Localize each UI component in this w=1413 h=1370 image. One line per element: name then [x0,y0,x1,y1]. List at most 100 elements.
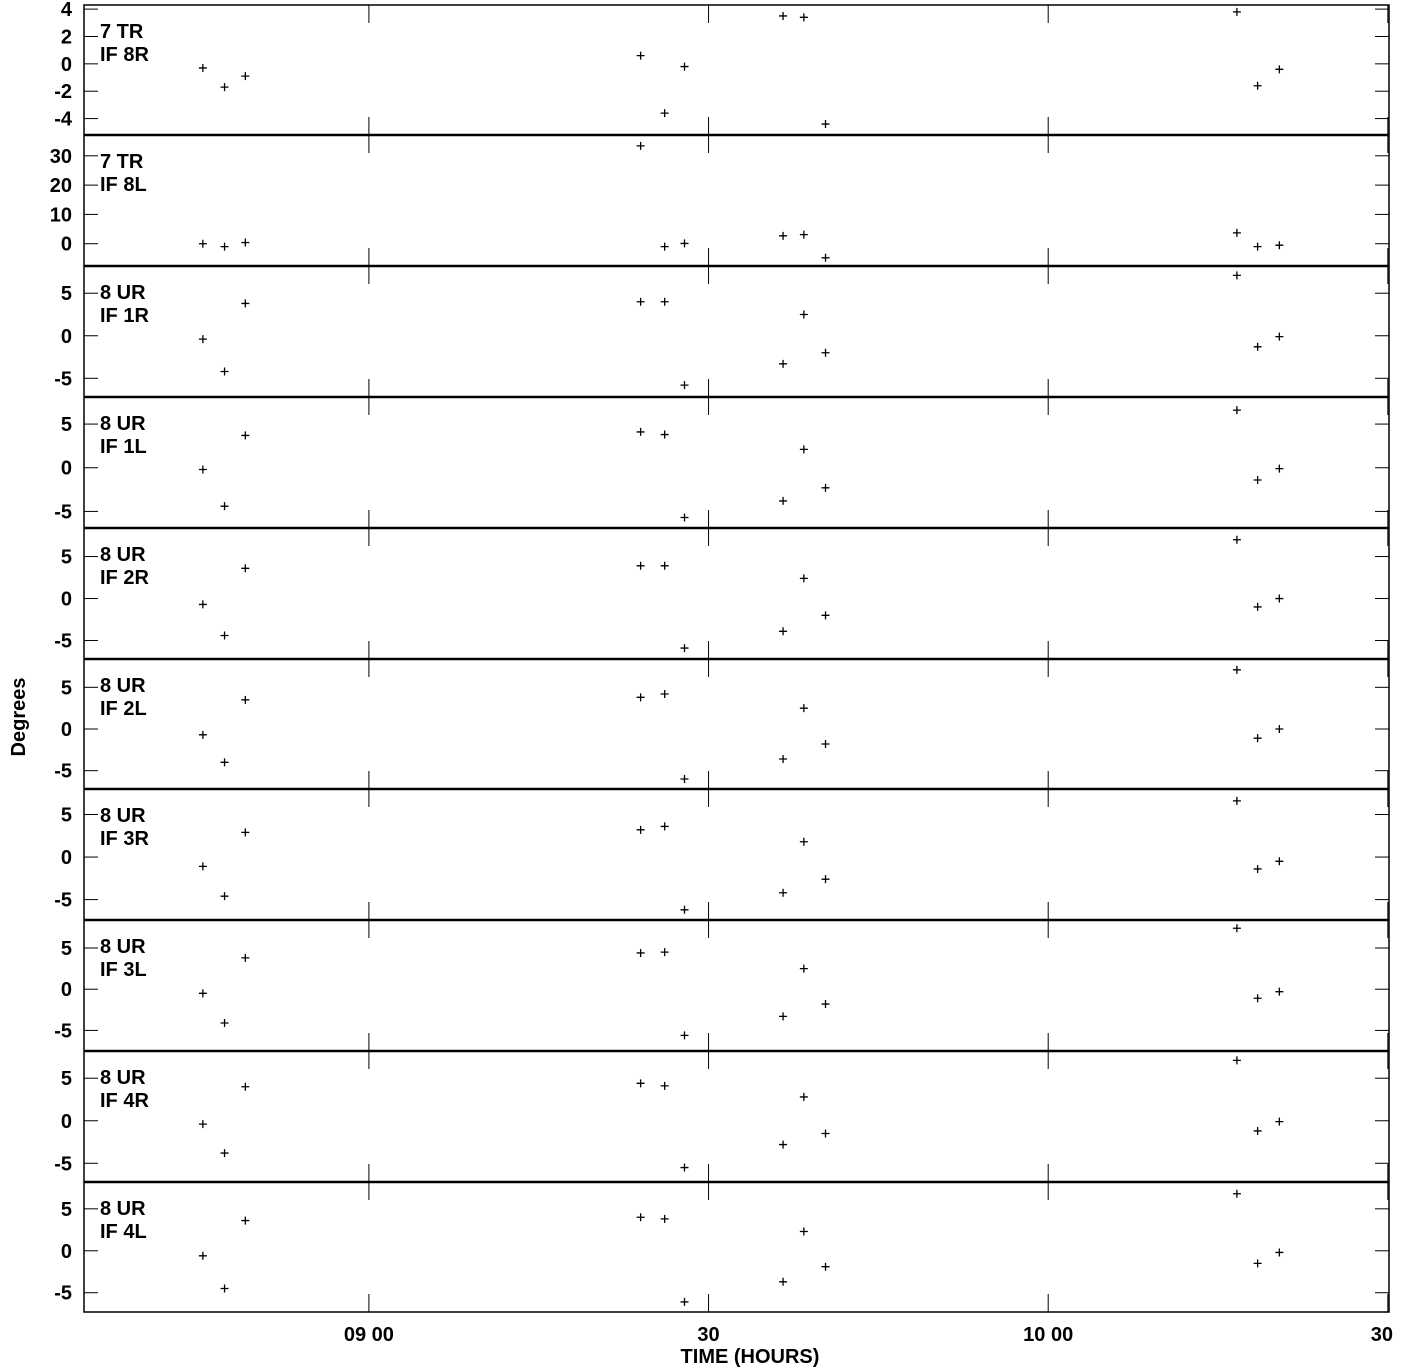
panel-label-baseline: 7 TR [100,21,144,43]
data-point [1253,994,1262,1003]
panel-frames [83,4,1390,1313]
data-point [680,775,689,783]
data-point [1253,864,1262,873]
y-axis-ticks: 420-2-4302010050-550-550-550-550-550-550… [50,0,1389,1305]
data-point [821,1000,830,1009]
y-tick-label: 10 [50,204,72,226]
data-point [1232,665,1241,674]
y-tick-label: 5 [61,414,72,436]
y-tick-label: 5 [61,677,72,699]
y-tick-label: -2 [54,81,72,103]
data-point [1253,81,1262,90]
data-point [1232,1189,1241,1198]
data-point [660,822,669,831]
data-point [680,1297,689,1306]
data-point [1253,475,1262,484]
data-point [821,875,830,884]
y-tick-label: 0 [61,719,72,741]
data-point [220,1018,229,1027]
data-point [220,1149,229,1158]
data-point [779,231,788,240]
data-point [1275,65,1284,74]
panel-label-if: IF 3R [100,828,149,850]
data-point [241,564,250,573]
data-point [241,695,250,704]
data-point [1232,796,1241,805]
y-tick-label: -5 [54,501,72,523]
data-point [636,561,645,570]
data-point [660,690,669,698]
data-point [680,62,689,71]
data-point [680,644,689,653]
panel-label-if: IF 8L [100,174,147,196]
panel-label-baseline: 8 UR [100,544,146,566]
y-tick-label: -5 [54,1283,72,1305]
y-tick-label: 0 [61,234,72,256]
data-point [241,238,250,247]
x-tick-label: 30 [697,1324,719,1346]
y-tick-label: 0 [61,589,72,611]
data-point [198,63,207,72]
y-tick-label: 0 [61,458,72,480]
data-point [660,1081,669,1090]
data-points [198,7,1284,1306]
y-tick-label: 5 [61,547,72,569]
data-point [660,1214,669,1223]
data-point [1275,987,1284,996]
panel-label-baseline: 7 TR [100,151,144,173]
data-point [220,83,229,92]
data-point [198,1251,207,1260]
data-point [799,1227,808,1236]
data-point [821,120,830,129]
data-point [680,513,689,522]
data-point [799,13,808,22]
data-point [779,496,788,505]
data-point [636,693,645,702]
x-tick-label: 10 00 [1023,1324,1073,1346]
data-point [660,242,669,251]
data-point [636,141,645,150]
data-point [680,905,689,914]
y-tick-label: 2 [61,26,72,48]
y-tick-label: 30 [50,146,72,168]
panel-label-if: IF 4R [100,1090,149,1112]
x-axis-ticks: 09 00 30 10 00 30 [344,5,1393,1346]
data-point [241,1082,250,1091]
y-tick-label: 5 [61,805,72,827]
y-tick-label: 0 [61,847,72,869]
data-point [1275,464,1284,473]
x-tick-label: 09 00 [344,1324,394,1346]
data-point [799,1092,808,1101]
x-tick-label: 30 [1371,1324,1393,1346]
data-point [660,561,669,570]
data-point [779,11,788,20]
data-point [821,611,830,620]
data-point [198,239,207,248]
data-point [1232,535,1241,544]
data-point [660,109,669,118]
data-point [821,253,830,262]
y-tick-label: -5 [54,761,72,783]
y-tick-label: 5 [61,1199,72,1221]
y-tick-label: -5 [54,368,72,390]
panel-label-baseline: 8 UR [100,413,146,435]
data-point [198,465,207,474]
data-point [636,948,645,957]
data-point [1253,242,1262,251]
data-point [680,381,689,390]
data-point [680,1163,689,1172]
data-point [1232,406,1241,415]
data-point [1275,241,1284,250]
data-point [636,297,645,306]
y-tick-label: 0 [61,1111,72,1133]
data-point [821,348,830,357]
data-point [241,1216,250,1225]
data-point [220,367,229,376]
y-tick-label: 20 [50,175,72,197]
data-point [1275,1117,1284,1126]
data-point [241,953,250,962]
data-point [1253,1126,1262,1135]
y-tick-label: -5 [54,890,72,912]
y-tick-label: 5 [61,1068,72,1090]
